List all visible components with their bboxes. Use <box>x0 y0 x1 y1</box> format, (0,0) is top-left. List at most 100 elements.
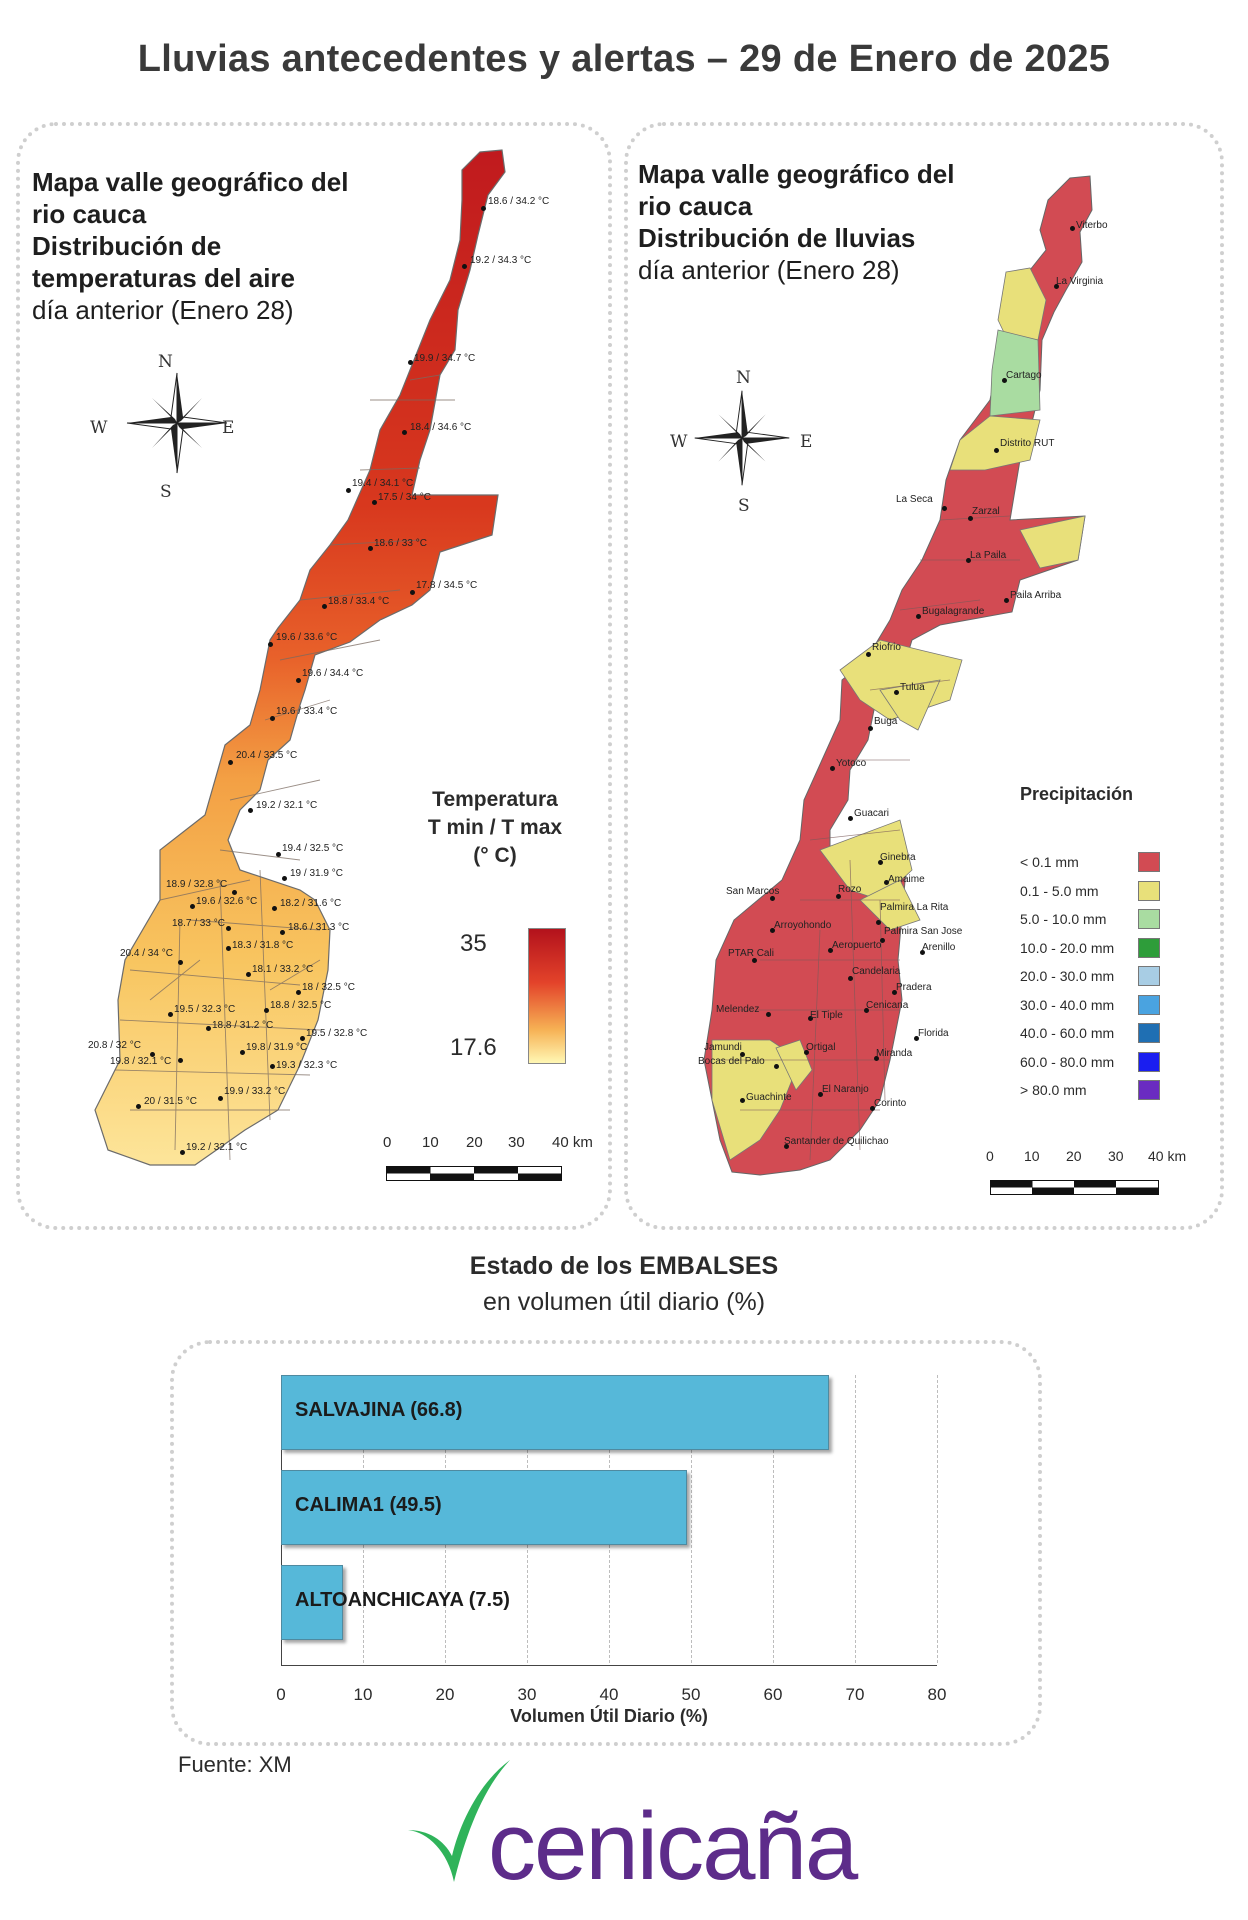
heading-line: Distribución de lluvias <box>638 223 916 253</box>
station-label: 18.8 / 32.5 °C <box>270 1000 332 1011</box>
source-note: Fuente: XM <box>178 1752 292 1777</box>
compass-s: S <box>160 482 172 502</box>
compass-w: W <box>670 432 688 452</box>
gridline <box>937 1375 938 1663</box>
station-label: 19.8 / 31.9 °C <box>246 1042 308 1053</box>
rain-legend-label: 40.0 - 60.0 mm <box>1020 1025 1115 1041</box>
scale-label: 40 km <box>1148 1148 1187 1164</box>
x-tick-label: 50 <box>681 1685 701 1704</box>
place-label: Miranda <box>876 1048 913 1059</box>
scale-label: 30 <box>1108 1148 1124 1164</box>
station-label: 19.2 / 32.1 °C <box>256 800 318 811</box>
heading-line: Mapa valle geográfico del <box>638 159 955 189</box>
scale-bar <box>990 1180 1159 1195</box>
heading-line: temperaturas del aire <box>32 263 296 293</box>
station-label: 18.9 / 32.8 °C <box>166 879 228 890</box>
reservoir-subtitle: en volumen útil diario (%) <box>482 1288 766 1316</box>
rain-legend-swatch <box>1138 909 1160 929</box>
temp-legend-title: Temperatura T min / T max (° C) <box>410 786 580 870</box>
place-label: Rozo <box>838 884 862 895</box>
station-label: 19.4 / 34.1 °C <box>352 478 414 489</box>
place-label: Guacari <box>854 808 890 819</box>
scale-label: 0 <box>383 1134 392 1151</box>
compass-n: N <box>158 352 173 372</box>
station-label: 19.5 / 32.8 °C <box>306 1028 368 1039</box>
temp-legend-max: 35 <box>460 930 487 957</box>
scale-label: 10 <box>1024 1148 1040 1164</box>
heading-line: rio cauca <box>32 199 147 229</box>
station-label: 19.2 / 32.1 °C <box>186 1142 248 1153</box>
place-label: Bugalagrande <box>922 606 985 617</box>
place-label: Florida <box>918 1028 949 1039</box>
temp-color-ramp <box>528 928 566 1064</box>
compass-n: N <box>736 368 751 388</box>
rain-legend-label: < 0.1 mm <box>1020 854 1079 870</box>
temperature-map-panel <box>16 122 612 1230</box>
place-label: Distrito RUT <box>1000 438 1055 449</box>
rain-legend-swatch <box>1138 1051 1160 1072</box>
place-label: PTAR Cali <box>728 948 774 959</box>
place-label: El Naranjo <box>822 1084 869 1095</box>
place-label: San Marcos <box>726 886 780 897</box>
legend-line: Temperatura <box>432 788 558 811</box>
station-label: 18.8 / 31.2 °C <box>212 1020 274 1031</box>
rain-legend-label: 0.1 - 5.0 mm <box>1020 882 1099 899</box>
page-title: Lluvias antecedentes y alertas – 29 de E… <box>137 38 1111 80</box>
gridline <box>855 1375 856 1663</box>
rain-legend-label: 20.0 - 30.0 mm <box>1020 968 1115 984</box>
station-label: 19.8 / 32.1 °C <box>110 1056 172 1067</box>
place-label: Palmira La Rita <box>880 902 949 913</box>
rain-legend-swatch <box>1138 966 1160 986</box>
station-label: 19.2 / 34.3 °C <box>470 255 532 266</box>
heading-line: día anterior (Enero 28) <box>638 255 900 285</box>
scale-label: 10 <box>422 1134 439 1151</box>
station-label: 18.3 / 31.8 °C <box>232 940 294 951</box>
scale-bar <box>386 1166 562 1181</box>
compass-s: S <box>738 496 750 516</box>
x-tick-label: 40 <box>599 1685 619 1704</box>
station-label: 19.4 / 32.5 °C <box>282 843 344 854</box>
rain-legend-swatch <box>1138 937 1160 958</box>
station-label: 18.6 / 33 °C <box>374 538 427 549</box>
reservoir-title: Estado de los EMBALSES <box>469 1252 779 1280</box>
station-label: 19.3 / 32.3 °C <box>276 1060 338 1071</box>
rain-legend-label: 10.0 - 20.0 mm <box>1020 939 1115 956</box>
bar <box>281 1470 687 1545</box>
station-label: 20.4 / 33.5 °C <box>236 750 298 761</box>
x-tick-label: 30 <box>517 1685 537 1704</box>
station-label: 17.8 / 34.5 °C <box>416 580 478 591</box>
station-label: 18.4 / 34.6 °C <box>410 422 472 433</box>
place-label: Cartago <box>1006 370 1042 381</box>
station-label: 19.6 / 32.6 °C <box>196 896 258 907</box>
station-label: 18.6 / 34.2 °C <box>488 196 550 207</box>
place-label: La Paila <box>970 550 1007 561</box>
station-label: 20 / 31.5 °C <box>144 1096 197 1107</box>
rainfall-map-heading: Mapa valle geográfico del rio cauca Dist… <box>638 158 954 286</box>
scale-label: 20 <box>466 1134 483 1151</box>
cenicana-leaf-logo-icon <box>408 1760 510 1882</box>
temp-legend-min: 17.6 <box>450 1034 497 1061</box>
place-label: La Virginia <box>1056 276 1104 287</box>
station-label: 20.8 / 32 °C <box>88 1040 141 1051</box>
place-label: Jamundi <box>704 1042 742 1053</box>
bar <box>281 1565 343 1640</box>
place-label: Bocas del Palo <box>698 1056 765 1067</box>
station-label: 19.9 / 34.7 °C <box>414 353 476 364</box>
place-label: Ortigal <box>806 1042 836 1053</box>
compass-rose-icon <box>694 390 790 486</box>
x-tick-label: 70 <box>845 1685 865 1704</box>
bar-label: SALVAJINA (66.8) <box>295 1399 463 1421</box>
x-tick-label: 60 <box>763 1685 783 1704</box>
x-tick-label: 80 <box>927 1685 947 1704</box>
heading-line: Mapa valle geográfico del <box>32 167 349 197</box>
station-label: 19 / 31.9 °C <box>290 868 343 879</box>
scale-label: 30 <box>508 1134 525 1151</box>
compass-e: E <box>800 432 813 452</box>
temperature-map-heading: Mapa valle geográfico del rio cauca Dist… <box>32 166 348 326</box>
station-label: 18.7 / 33 °C <box>172 918 225 929</box>
station-label: 17.5 / 34 °C <box>378 492 431 503</box>
heading-line: día anterior (Enero 28) <box>32 295 294 325</box>
rain-legend-swatch <box>1138 994 1160 1015</box>
rain-legend-label: 60.0 - 80.0 mm <box>1020 1053 1115 1070</box>
